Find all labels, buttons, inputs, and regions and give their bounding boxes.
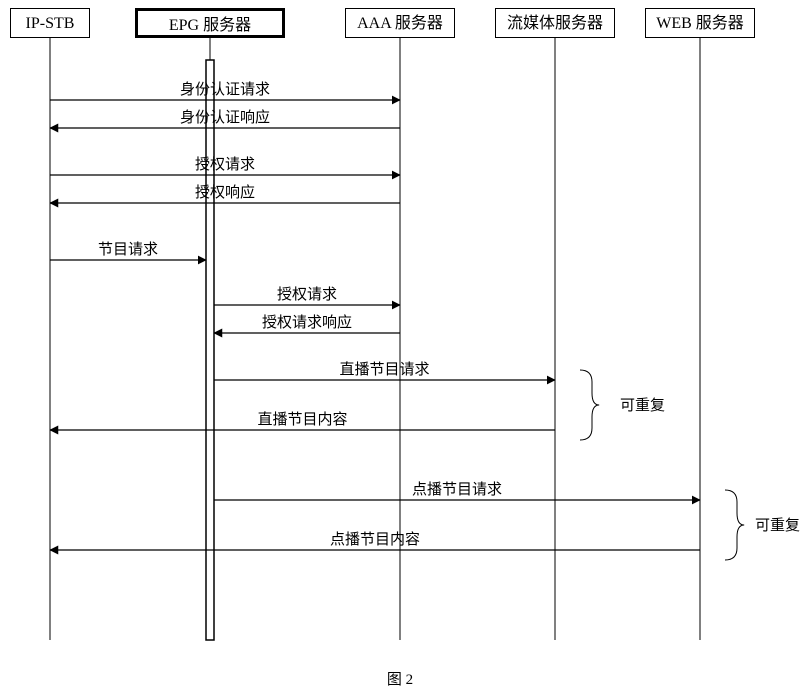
lifeline-head-web: WEB 服务器 [645,8,755,38]
svg-text:直播节目内容: 直播节目内容 [257,411,347,428]
svg-text:授权请求: 授权请求 [277,286,337,303]
svg-text:节目请求: 节目请求 [98,241,158,258]
svg-text:点播节目请求: 点播节目请求 [412,481,502,498]
figure-caption: 图 2 [360,668,440,689]
lifeline-head-epg: EPG 服务器 [135,8,285,38]
sequence-diagram: 身份认证请求身份认证响应授权请求授权响应节目请求授权请求授权请求响应直播节目请求… [0,0,800,689]
diagram-svg: 身份认证请求身份认证响应授权请求授权响应节目请求授权请求授权请求响应直播节目请求… [0,0,800,689]
svg-text:点播节目内容: 点播节目内容 [330,531,420,548]
svg-text:授权请求: 授权请求 [195,156,255,173]
lifeline-head-ipstb: IP-STB [10,8,90,38]
svg-text:身份认证请求: 身份认证请求 [180,81,270,98]
svg-text:可重复: 可重复 [755,516,800,534]
lifeline-head-aaa: AAA 服务器 [345,8,455,38]
lifeline-head-stream: 流媒体服务器 [495,8,615,38]
svg-text:授权响应: 授权响应 [195,183,255,201]
svg-text:身份认证响应: 身份认证响应 [180,108,270,126]
svg-text:直播节目请求: 直播节目请求 [339,361,429,378]
svg-text:可重复: 可重复 [620,396,665,414]
svg-text:授权请求响应: 授权请求响应 [262,313,352,331]
